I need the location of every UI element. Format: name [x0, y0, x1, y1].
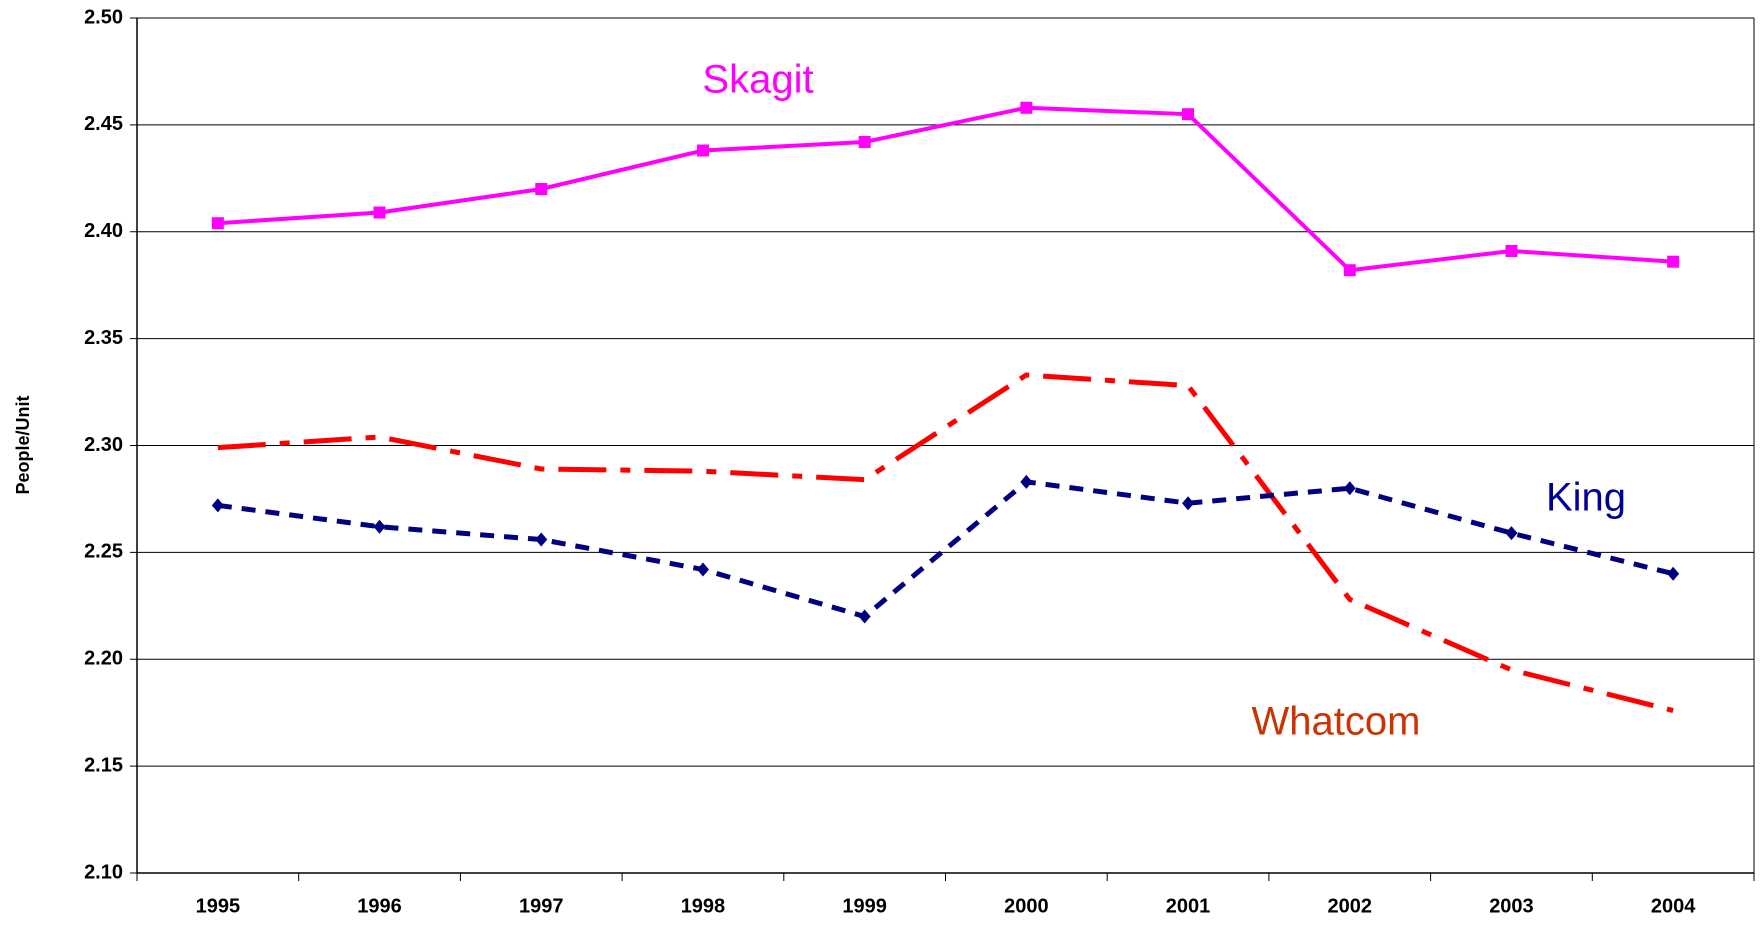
x-tick-label: 2001: [1166, 895, 1211, 917]
point-marker: [1505, 526, 1518, 541]
point-marker: [1020, 474, 1033, 489]
series-line: [217, 372, 1674, 713]
point-marker: [696, 562, 709, 577]
x-tick-label: 1998: [681, 895, 726, 917]
y-tick-label: 2.25: [84, 541, 123, 563]
y-tick-label: 2.35: [84, 327, 123, 349]
point-marker: [211, 217, 224, 230]
point-marker: [535, 183, 548, 195]
series-label: King: [1546, 476, 1626, 520]
series-label: Whatcom: [1252, 700, 1421, 744]
y-tick-label: 2.20: [84, 648, 123, 670]
y-tick-label: 2.45: [84, 113, 123, 135]
y-tick-label: 2.15: [84, 754, 123, 776]
y-tick-label: 2.50: [84, 6, 123, 28]
series-line: [217, 479, 1674, 619]
series-label: Skagit: [702, 58, 813, 102]
y-axis-title: People/Unit: [13, 395, 33, 494]
point-marker: [696, 144, 709, 157]
y-tick-label: 2.30: [84, 434, 123, 456]
point-marker: [1020, 101, 1033, 114]
x-tick-label: 1996: [357, 895, 402, 917]
point-marker: [1182, 108, 1195, 121]
y-tick-label: 2.10: [84, 861, 123, 883]
x-tick-label: 1997: [519, 895, 564, 917]
point-marker: [211, 498, 224, 513]
series-line: [217, 105, 1674, 273]
point-marker: [1505, 244, 1518, 257]
x-tick-label: 1999: [842, 895, 887, 917]
point-marker: [1343, 481, 1356, 496]
x-tick-label: 2004: [1651, 895, 1696, 917]
point-marker: [1667, 566, 1680, 581]
point-marker: [373, 206, 386, 219]
x-tick-label: 1995: [196, 895, 241, 917]
point-marker: [1667, 255, 1680, 268]
point-marker: [858, 135, 871, 148]
point-marker: [1182, 496, 1195, 511]
x-tick-label: 2003: [1489, 895, 1534, 917]
x-tick-label: 2000: [1004, 895, 1049, 917]
point-marker: [535, 532, 548, 547]
y-tick-label: 2.40: [84, 220, 123, 242]
point-marker: [858, 609, 871, 624]
point-marker: [1343, 264, 1356, 277]
x-tick-label: 2002: [1328, 895, 1373, 917]
point-marker: [373, 519, 386, 534]
